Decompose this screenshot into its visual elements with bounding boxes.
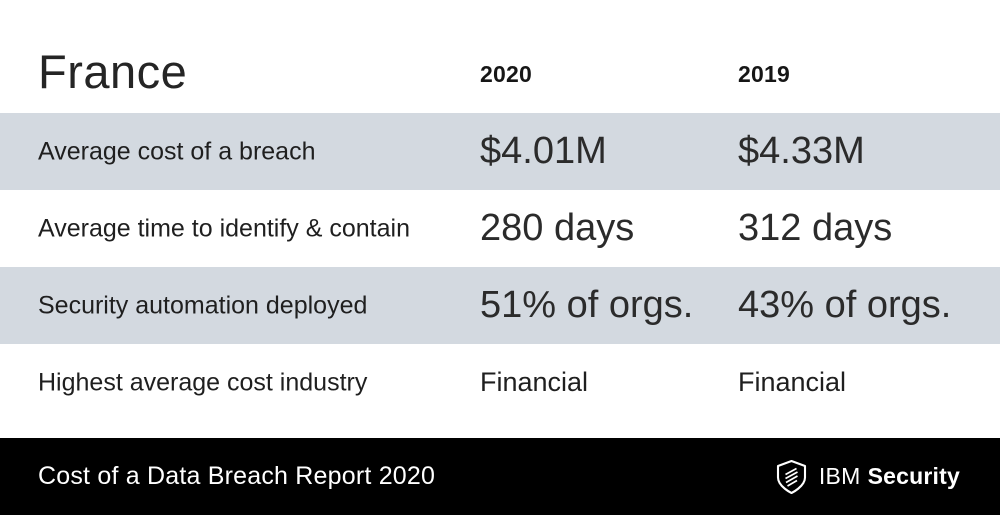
row-label: Average cost of a breach <box>38 136 316 165</box>
ibm-wordmark: IBM <box>818 463 861 489</box>
row-label: Highest average cost industry <box>38 367 368 396</box>
row-label: Security automation deployed <box>38 290 368 319</box>
table-row: Average time to identify & contain 280 d… <box>0 190 1000 267</box>
row-label: Average time to identify & contain <box>38 213 410 242</box>
ibm-security-logo: IBM Security <box>775 459 960 495</box>
row-value-2019: $4.33M <box>738 129 865 172</box>
row-value-2020: 51% of orgs. <box>480 283 694 326</box>
row-value-2019: 312 days <box>738 206 893 249</box>
row-value-2020: $4.01M <box>480 129 607 172</box>
footer-bar: Cost of a Data Breach Report 2020 IBM Se… <box>0 438 1000 515</box>
column-header-2020: 2020 <box>480 61 532 87</box>
table-row: Average cost of a breach $4.01M $4.33M <box>0 113 1000 190</box>
page-title: France <box>38 45 188 98</box>
shield-icon <box>775 459 819 495</box>
row-value-2020: 280 days <box>480 206 635 249</box>
table-row: Security automation deployed 51% of orgs… <box>0 267 1000 344</box>
row-value-2019: Financial <box>738 366 847 397</box>
table-header: France 2020 2019 <box>0 0 1000 113</box>
row-value-2019: 43% of orgs. <box>738 283 952 326</box>
table-row: Highest average cost industry Financial … <box>0 344 1000 421</box>
column-header-2019: 2019 <box>738 61 790 87</box>
report-title: Cost of a Data Breach Report 2020 <box>38 462 436 490</box>
security-wordmark: Security <box>867 463 960 489</box>
row-value-2020: Financial <box>480 366 589 397</box>
spacer <box>0 421 1000 438</box>
